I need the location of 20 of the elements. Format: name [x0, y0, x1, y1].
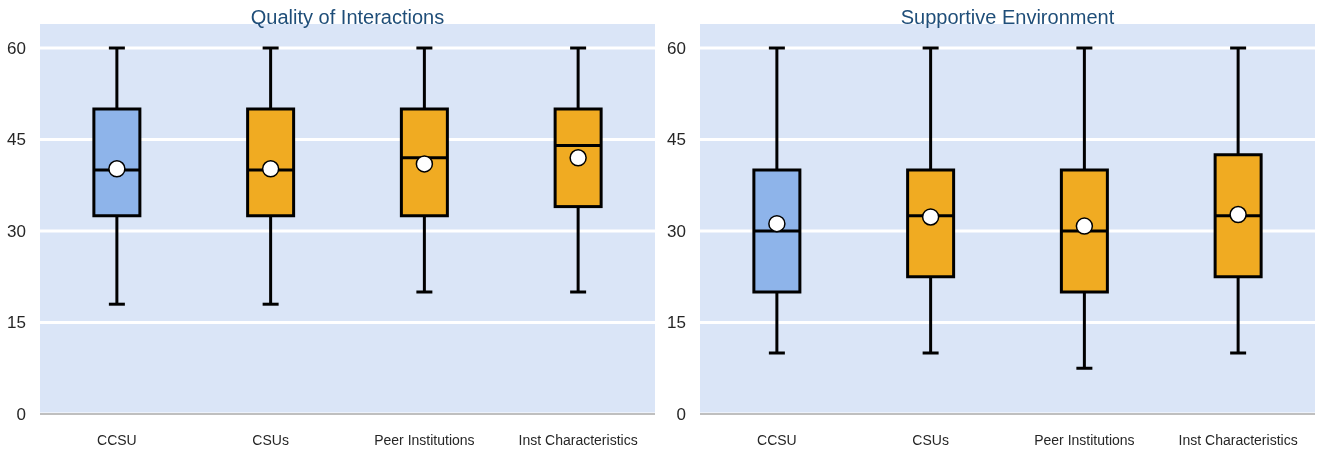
y-tick-label: 45 — [667, 130, 686, 150]
x-tick-label: Peer Institutions — [374, 432, 475, 448]
y-tick-label: 15 — [667, 313, 686, 333]
chart-title: Quality of Interactions — [250, 6, 445, 28]
x-tick-label: CCSU — [97, 432, 137, 448]
x-tick-label: Inst Characteristics — [518, 432, 638, 448]
y-tick-label: 60 — [7, 38, 26, 58]
x-tick-label: Peer Institutions — [1034, 432, 1135, 448]
y-tick-label: 0 — [676, 404, 686, 424]
y-tick-label: 30 — [7, 221, 26, 241]
y-tick-label: 15 — [7, 313, 26, 333]
y-tick-label: 60 — [667, 38, 686, 58]
x-tick-label: CCSU — [757, 432, 797, 448]
x-tick-label: CSUs — [912, 432, 949, 448]
x-tick-label: CSUs — [252, 432, 289, 448]
y-tick-label: 30 — [667, 221, 686, 241]
y-tick-label: 0 — [16, 404, 26, 424]
y-tick-label: 45 — [7, 130, 26, 150]
chart-title: Supportive Environment — [900, 6, 1115, 28]
x-tick-label: Inst Characteristics — [1178, 432, 1298, 448]
